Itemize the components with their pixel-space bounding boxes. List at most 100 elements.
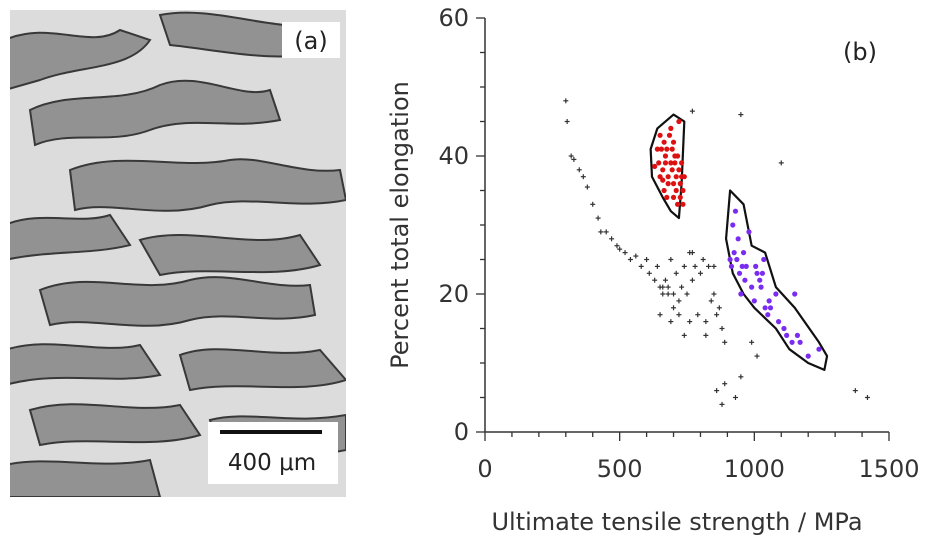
data-point-red <box>669 146 675 152</box>
data-point-blue <box>742 277 748 283</box>
data-point-red <box>669 167 675 173</box>
data-point-plus <box>716 305 722 311</box>
data-point-blue <box>781 325 787 332</box>
data-point-blue <box>794 332 801 338</box>
data-point-plus <box>598 229 604 235</box>
data-point-blue <box>736 270 743 276</box>
data-point-plus <box>703 319 709 325</box>
data-point-red <box>666 132 673 138</box>
data-point-blue <box>734 256 740 263</box>
data-point-red <box>673 187 679 194</box>
data-point-plus <box>738 374 744 380</box>
data-point-blue <box>743 263 749 269</box>
data-point-plus <box>719 401 725 407</box>
data-point-plus <box>852 388 858 394</box>
data-point-blue <box>731 250 737 256</box>
data-point-plus <box>697 270 703 276</box>
data-point-blue <box>761 256 767 263</box>
data-point-red <box>676 167 682 173</box>
data-point-plus <box>689 250 695 256</box>
data-point-blue <box>773 291 779 297</box>
data-point-red <box>662 160 669 166</box>
data-point-blue <box>749 284 755 290</box>
data-point-red <box>668 125 674 131</box>
micrograph-panel-a: (a) 400 μm <box>10 10 346 497</box>
data-point-blue <box>739 263 745 269</box>
data-point-plus <box>711 291 717 297</box>
data-point-plus <box>564 119 570 124</box>
x-tick-label: 1500 <box>858 455 919 483</box>
data-point-plus <box>617 246 623 252</box>
data-point-plus <box>732 395 738 400</box>
data-point-plus <box>633 253 639 259</box>
data-point-blue <box>792 291 798 297</box>
data-point-red <box>672 153 678 159</box>
data-point-red <box>664 194 670 200</box>
panel-b-label: (b) <box>843 38 877 66</box>
data-point-plus <box>679 284 685 290</box>
data-point-blue <box>754 270 760 276</box>
data-point-blue <box>767 305 774 311</box>
chart-marks <box>563 98 870 407</box>
data-point-plus <box>652 277 658 283</box>
data-point-plus <box>665 284 671 290</box>
y-axis-label: Percent total elongation <box>386 81 414 369</box>
data-point-blue <box>727 256 733 263</box>
data-point-red <box>680 187 686 194</box>
data-point-plus <box>660 291 666 297</box>
data-point-red <box>660 167 666 173</box>
data-point-red <box>670 139 677 145</box>
chart-regions <box>649 113 829 371</box>
x-tick-label: 500 <box>597 455 643 483</box>
data-point-blue <box>740 250 747 256</box>
data-point-blue <box>738 291 744 297</box>
data-point-plus <box>754 353 760 359</box>
data-point-plus <box>719 326 725 331</box>
data-point-blue <box>784 332 790 338</box>
data-point-plus <box>627 257 633 262</box>
data-point-plus <box>864 395 870 400</box>
data-point-plus <box>563 98 569 104</box>
data-point-red <box>672 160 678 166</box>
data-point-plus <box>684 291 690 297</box>
data-point-plus <box>689 277 695 283</box>
data-point-plus <box>681 332 687 338</box>
data-point-red <box>679 160 685 166</box>
data-point-blue <box>765 312 771 318</box>
data-point-blue <box>757 277 763 283</box>
data-point-red <box>677 181 683 187</box>
data-point-plus <box>665 291 671 297</box>
data-point-plus <box>580 174 586 180</box>
data-point-plus <box>676 312 682 318</box>
scatter-chart: 0 500 1000 1500 0 20 40 60 (b) Ultimate tensile… <box>386 4 920 536</box>
region-outline-2 <box>724 189 829 371</box>
y-tick-label: 40 <box>438 142 469 170</box>
x-axis-label: Ultimate tensile strength / MPa <box>491 508 862 536</box>
data-point-plus <box>584 184 590 190</box>
data-point-blue <box>775 319 782 325</box>
data-point-blue <box>751 298 757 304</box>
data-point-plus <box>668 319 674 325</box>
data-point-plus <box>714 312 720 318</box>
data-point-plus <box>568 153 574 159</box>
data-point-plus <box>654 263 660 269</box>
data-point-red <box>664 146 670 152</box>
data-point-plus <box>676 298 682 304</box>
data-point-plus <box>749 339 755 345</box>
data-point-plus <box>689 108 695 114</box>
data-point-plus <box>738 112 744 118</box>
data-point-red <box>657 132 663 138</box>
data-point-blue <box>730 222 736 228</box>
data-point-blue <box>816 346 822 352</box>
data-point-blue <box>728 263 735 269</box>
data-point-blue <box>797 339 803 345</box>
data-point-plus <box>681 263 687 269</box>
data-point-red <box>681 174 687 180</box>
data-point-blue <box>766 298 772 304</box>
data-point-plus <box>622 250 628 256</box>
data-point-plus <box>695 312 701 318</box>
y-tick-label: 0 <box>454 418 469 446</box>
data-point-red <box>654 146 660 152</box>
data-point-red <box>676 118 682 125</box>
data-point-blue <box>753 263 759 269</box>
